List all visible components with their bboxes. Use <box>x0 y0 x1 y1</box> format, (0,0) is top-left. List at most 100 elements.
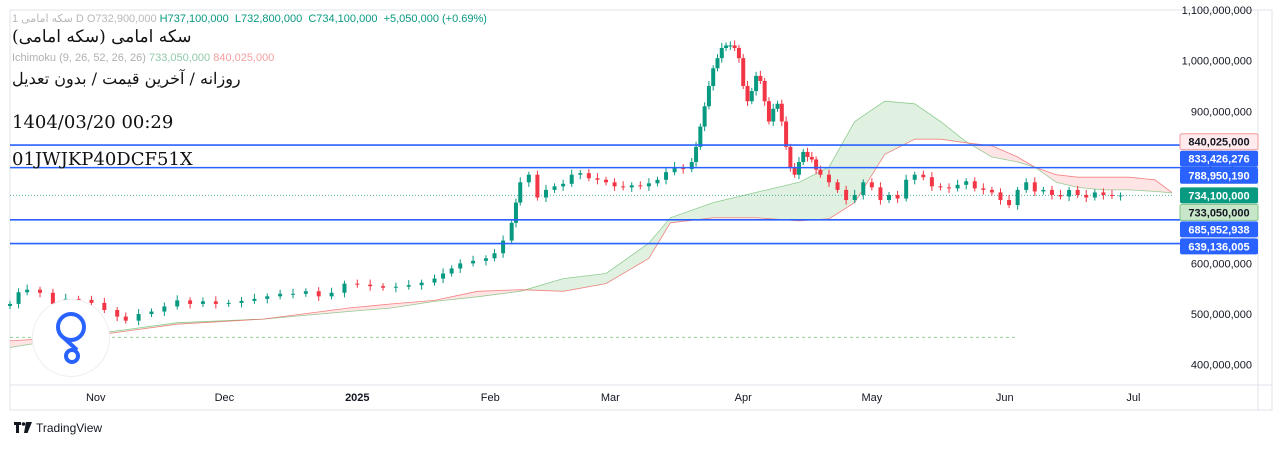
candle-body-down <box>779 103 784 122</box>
price-label-tag: 733,050,000 <box>1179 203 1259 221</box>
candle-body-down <box>535 174 540 198</box>
candle-body-down <box>844 189 849 201</box>
high-value: H737,100,000 <box>159 13 229 25</box>
candle-body-up <box>175 300 180 307</box>
time-tick-label: Feb <box>481 392 500 404</box>
candle-body-down <box>586 173 591 179</box>
candle-body-down <box>1058 194 1063 197</box>
candle-body-down <box>792 167 797 175</box>
candle-body-down <box>809 156 814 160</box>
price-label-box <box>1180 221 1258 238</box>
candle-body-up <box>1015 189 1020 206</box>
watermark-logo-icon <box>33 300 109 376</box>
candle-body-down <box>76 298 81 300</box>
tradingview-brand[interactable]: TradingView <box>14 421 102 435</box>
change-value: +5,050,000 (+0.69%) <box>383 13 487 25</box>
candle-body-down <box>818 169 823 175</box>
candle-body-up <box>887 194 892 201</box>
candle-body-up <box>8 303 12 306</box>
price-label-text: 788,950,190 <box>1188 171 1249 183</box>
candles <box>8 40 1123 326</box>
reference-code: 01JWJKP40DCF51X <box>12 149 193 170</box>
time-tick-label: Nov <box>86 392 106 404</box>
candle-body-up <box>852 194 857 201</box>
chart-frame <box>9 9 1273 411</box>
candle-body-up <box>749 91 754 102</box>
candle-body-down <box>123 316 128 321</box>
candle-body-down <box>595 178 600 180</box>
candle-body-up <box>664 172 669 180</box>
candle-body-up <box>518 182 523 203</box>
candle-body-down <box>368 284 373 287</box>
candle-body-up <box>278 293 283 297</box>
candle-body-up <box>561 183 566 187</box>
candle-body-down <box>355 283 360 285</box>
candle-body-up <box>801 151 806 163</box>
price-label-box <box>1179 203 1259 221</box>
candle-body-down <box>758 75 763 81</box>
candle-body-up <box>226 302 231 304</box>
price-label-text: 840,025,000 <box>1188 137 1249 149</box>
candle-body-up <box>1041 189 1046 192</box>
candle-body-up <box>303 291 308 294</box>
candle-body-down <box>1084 194 1089 198</box>
candle-body-down <box>921 174 926 178</box>
ohlc-legend: سکه امامی 1 D O732,900,000 H737,100,000 … <box>12 12 487 25</box>
candle-body-down <box>621 186 626 188</box>
candle-body-down <box>788 146 793 168</box>
candle-body-down <box>89 299 94 303</box>
candle-body-up <box>689 162 694 170</box>
price-label-box <box>1180 150 1258 167</box>
time-tick-label: May <box>861 392 882 404</box>
candle-body-down <box>972 181 977 189</box>
price-tick-label: 600,000,000 <box>1191 258 1252 270</box>
timestamp-text: 1404/03/20 00:29 <box>12 112 174 133</box>
candle-body-down <box>638 185 643 187</box>
close-value: C734,100,000 <box>308 13 378 25</box>
price-label-box <box>1179 133 1259 151</box>
candle-body-down <box>1101 192 1106 195</box>
candle-body-down <box>805 151 810 157</box>
candle-body-down <box>998 192 1003 201</box>
ichimoku-legend: Ichimoku (9, 26, 52, 26, 26) 733,050,000… <box>12 52 274 64</box>
candle-body-up <box>483 258 488 261</box>
chart-subtitle: روزانه / آخرین قیمت / بدون تعدیل <box>12 69 241 88</box>
candle-body-up <box>955 184 960 189</box>
candle-body-up <box>252 298 257 301</box>
candle-body-up <box>1118 195 1123 197</box>
candle-body-up <box>526 174 531 183</box>
candle-body-down <box>1032 182 1037 192</box>
price-label-box <box>1180 187 1258 204</box>
candle-body-down <box>213 301 218 304</box>
cloud-segment-green <box>528 101 971 292</box>
candle-body-down <box>381 286 386 288</box>
candle-body-up <box>646 183 651 187</box>
candle-body-down <box>947 187 952 189</box>
candle-body-down <box>1109 194 1114 196</box>
low-value: L732,800,000 <box>234 13 303 25</box>
instrument-name: سکه امامی (سکه امامی) <box>12 27 192 47</box>
candle-body-down <box>732 45 737 49</box>
candle-body-down <box>38 289 43 293</box>
price-label-tag: 788,950,190 <box>1180 167 1258 184</box>
candle-body-down <box>316 291 321 297</box>
candle-body-down <box>766 101 771 122</box>
price-label-tag: 639,136,005 <box>1180 238 1258 255</box>
price-tick-label: 1,000,000,000 <box>1182 56 1252 68</box>
tradingview-label: TradingView <box>36 421 103 435</box>
candle-body-down <box>1049 189 1054 195</box>
candle-body-up <box>719 48 724 59</box>
candle-body-down <box>736 48 741 59</box>
candle-body-up <box>964 181 969 185</box>
time-tick-label: Mar <box>601 392 620 404</box>
candle-body-up <box>501 240 506 254</box>
candle-body-up <box>419 282 424 286</box>
price-label-tag: 734,100,000 <box>1180 187 1258 204</box>
price-tick-label: 500,000,000 <box>1191 309 1252 321</box>
candle-body-up <box>1024 182 1029 190</box>
tradingview-logo-icon <box>14 422 32 433</box>
candle-body-up <box>569 174 574 184</box>
candle-body-up <box>406 285 411 287</box>
candle-body-down <box>835 182 840 190</box>
